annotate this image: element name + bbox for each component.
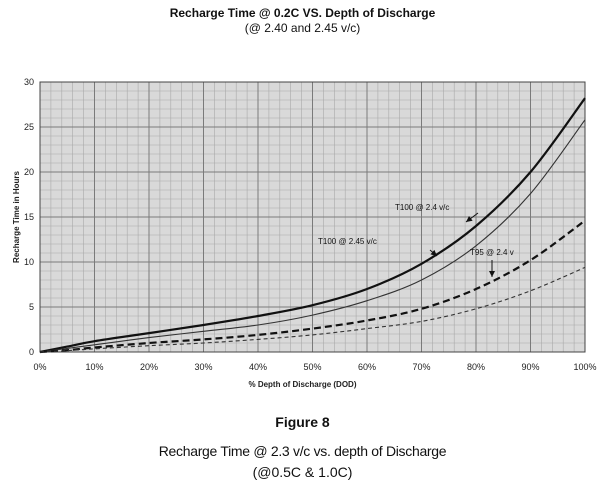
- caption-line-1: Recharge Time @ 2.3 v/c vs. depth of Dis…: [158, 443, 447, 459]
- y-tick-label: 15: [24, 212, 34, 222]
- x-tick-label: 60%: [358, 362, 376, 372]
- annotation-label: T100 @ 2.4 v/c: [395, 203, 449, 212]
- chart-title: Recharge Time @ 0.2C VS. Depth of Discha…: [169, 6, 436, 20]
- x-tick-label: 100%: [573, 362, 596, 372]
- x-axis-label: % Depth of Discharge (DOD): [248, 380, 356, 389]
- x-tick-label: 50%: [303, 362, 321, 372]
- x-tick-label: 30%: [194, 362, 212, 372]
- x-tick-label: 80%: [467, 362, 485, 372]
- series-line-2: [39, 119, 586, 353]
- annotation-label: T100 @ 2.45 v/c: [318, 237, 377, 246]
- x-tick-label: 20%: [140, 362, 158, 372]
- y-tick-label: 25: [24, 122, 34, 132]
- y-tick-label: 10: [24, 257, 34, 267]
- series-line-3: [39, 219, 586, 354]
- y-tick-label: 20: [24, 167, 34, 177]
- y-tick-label: 0: [29, 347, 34, 357]
- x-tick-label: 90%: [521, 362, 539, 372]
- annotation-arrowhead: [489, 271, 495, 277]
- line-chart: 0% 10% 20% 30% 40% 50% 60% 70% 80% 90% 100% 0 5 10 15 2…: [12, 77, 597, 389]
- plot-border: [39, 81, 586, 353]
- x-tick-label: 10%: [85, 362, 103, 372]
- annotation-arrowhead: [466, 216, 473, 222]
- x-tick-label: 0%: [33, 362, 46, 372]
- annotation-arrowhead: [430, 249, 437, 256]
- y-axis-label: Recharge Time in Hours: [12, 171, 21, 263]
- x-tick-label: 40%: [249, 362, 267, 372]
- x-tick-label: 70%: [412, 362, 430, 372]
- series-line-1: [39, 97, 586, 354]
- figure-label: Figure 8: [275, 414, 330, 430]
- series-line-4: [39, 266, 586, 353]
- chart-subtitle: (@ 2.40 and 2.45 v/c): [244, 21, 361, 35]
- y-tick-label: 30: [24, 77, 34, 87]
- annotation-label: T95 @ 2.4 v: [470, 248, 514, 257]
- y-tick-label: 5: [29, 302, 34, 312]
- caption-line-2: (@0.5C & 1.0C): [252, 464, 353, 480]
